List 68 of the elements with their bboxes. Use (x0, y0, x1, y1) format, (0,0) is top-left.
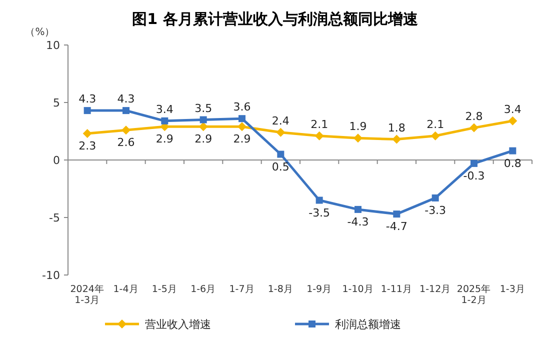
data-label: 2.1 (310, 118, 328, 131)
point (354, 206, 362, 213)
point (432, 194, 439, 202)
point (84, 107, 91, 114)
data-label: 3.6 (233, 100, 251, 114)
point (508, 116, 518, 126)
point (354, 134, 362, 143)
point (238, 115, 246, 122)
point (200, 116, 207, 124)
x-tick-label: 1-10月 (342, 284, 374, 295)
data-label: 1.8 (388, 121, 406, 134)
x-tick-label: 1-6月 (190, 284, 216, 295)
point (509, 147, 516, 154)
x-tick-label: 1-9月 (306, 284, 332, 295)
data-label: 2.9 (156, 132, 174, 146)
data-label: 2.3 (78, 140, 96, 153)
x-tick-label: 1-11月 (380, 284, 412, 295)
x-tick-label: 2024年 1-3月 (70, 283, 104, 306)
y-tick-label: 0 (53, 154, 60, 167)
data-label: -3.3 (424, 204, 446, 217)
point (277, 150, 284, 158)
point (430, 131, 440, 140)
point (316, 196, 323, 204)
data-label: 2.6 (117, 136, 135, 150)
data-label: 4.3 (78, 92, 96, 106)
point (276, 128, 286, 137)
point (470, 123, 478, 132)
point (82, 129, 92, 138)
chart-title: 图1 各月累计营业收入与利润总额同比增速 (132, 10, 419, 28)
point (122, 126, 130, 135)
y-tick-label: 10 (46, 39, 60, 52)
point (470, 160, 478, 167)
data-label: 2.9 (233, 132, 251, 146)
data-label: -0.3 (463, 169, 485, 182)
x-tick-label: 1-4月 (113, 284, 139, 295)
point (392, 134, 402, 144)
x-tick-label: 1-12月 (420, 284, 452, 295)
data-label: 3.4 (156, 102, 174, 116)
data-label: 2.1 (426, 118, 444, 131)
point (393, 210, 400, 218)
data-label: 2.4 (272, 114, 290, 128)
point (314, 131, 324, 140)
point (161, 117, 168, 124)
point (238, 122, 246, 132)
data-label: 2.9 (194, 132, 212, 146)
data-label: 3.4 (504, 102, 522, 116)
x-tick-label: 1-8月 (268, 284, 294, 295)
y-tick-label: 5 (53, 96, 60, 110)
data-label: -3.5 (308, 206, 330, 220)
data-label: 3.5 (194, 102, 212, 115)
point (198, 122, 208, 132)
y-tick-label: -5 (49, 212, 60, 224)
data-label: 0.8 (504, 156, 522, 170)
y-tick-label: -10 (42, 269, 60, 282)
point (122, 107, 130, 114)
x-tick-label: 1-5月 (152, 284, 178, 295)
data-label: -4.3 (347, 215, 369, 228)
x-tick-label: 1-7月 (229, 284, 255, 295)
legend-label: 营业收入增速 (145, 318, 211, 331)
data-label: 4.3 (117, 92, 135, 106)
data-label: -4.7 (386, 220, 408, 234)
y-axis-title: （%） (25, 27, 55, 38)
x-tick-label: 2025年 1-2月 (456, 283, 492, 306)
legend-label: 利润总额增速 (335, 318, 401, 331)
data-label: 2.8 (465, 110, 483, 123)
data-label: 0.5 (272, 160, 290, 174)
x-tick-label: 1-3月 (500, 284, 526, 295)
data-label: 1.9 (349, 120, 367, 134)
